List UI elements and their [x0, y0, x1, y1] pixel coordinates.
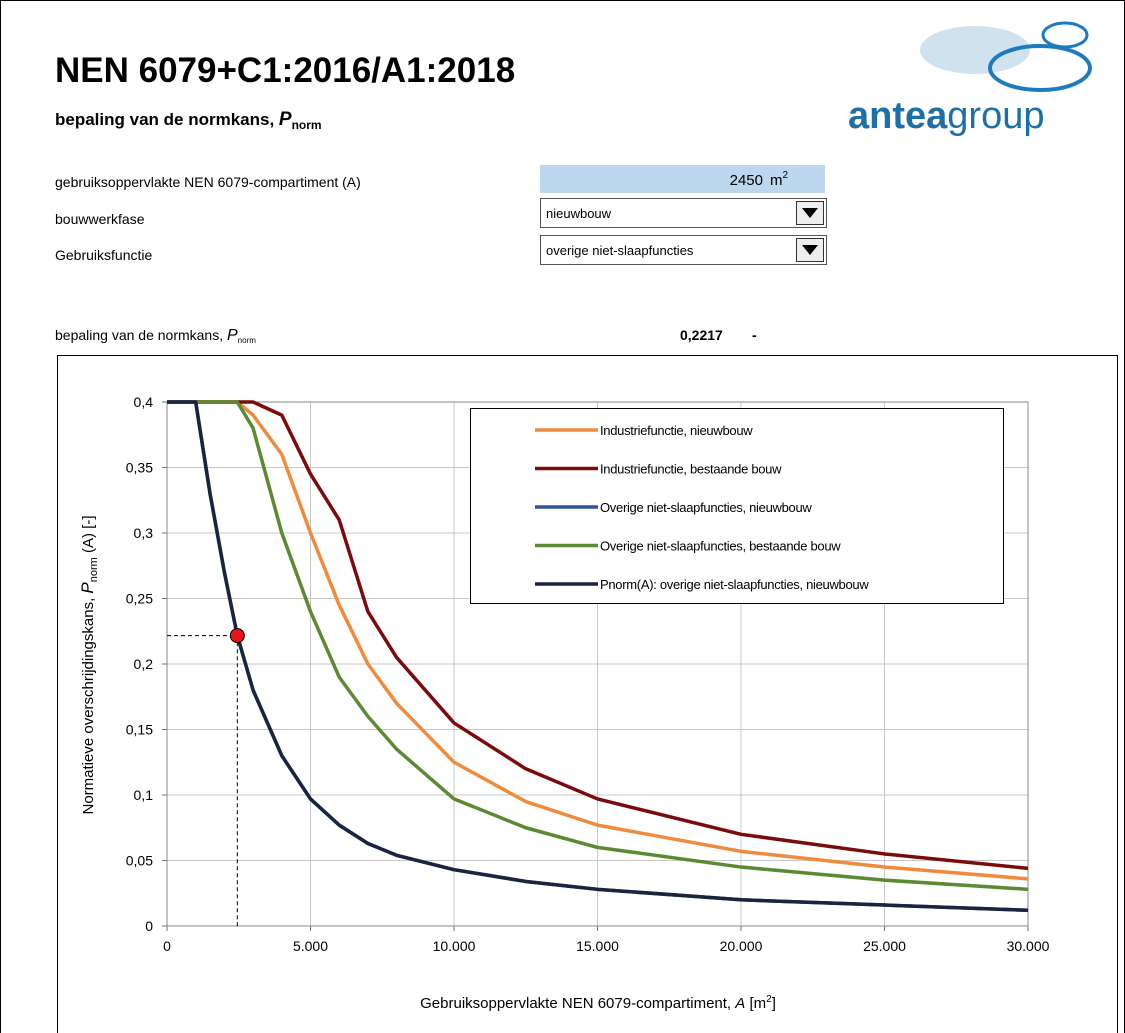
- y-label-text: Normatieve overschrijdingskans,: [80, 594, 97, 815]
- x-tick-label: 30.000: [1007, 938, 1050, 954]
- y-tick-label: 0,05: [126, 853, 153, 869]
- x-tick-label: 0: [163, 938, 171, 954]
- result-label: bepaling van de normkans, Pnorm: [55, 327, 256, 345]
- y-tick-label: 0,4: [134, 394, 154, 410]
- logo-part: group: [947, 95, 1044, 137]
- title: NEN 6079+C1:2016/A1:2018: [55, 51, 515, 90]
- logo-text: anteagroup: [848, 95, 1044, 137]
- x-label-unit: ]: [772, 995, 776, 1012]
- x-tick-label: 25.000: [863, 938, 906, 954]
- input-value[interactable]: 2450: [730, 172, 763, 189]
- x-tick-label: 15.000: [576, 938, 619, 954]
- result-text: bepaling van de normkans,: [55, 327, 227, 343]
- result-sub: norm: [238, 336, 257, 345]
- input-cell[interactable]: [540, 165, 825, 193]
- subtitle: bepaling van de normkans, Pnorm: [55, 109, 322, 132]
- x-label-unit: [m: [745, 995, 766, 1012]
- field-label: Gebruiksfunctie: [55, 247, 152, 263]
- y-tick-label: 0,3: [134, 525, 154, 541]
- series-line: [167, 400, 1029, 913]
- x-label-text: Gebruiksoppervlakte NEN 6079-compartimen…: [420, 995, 735, 1012]
- field-label: bouwwerkfase: [55, 211, 145, 227]
- legend-label: Overige niet-slaapfuncties, bestaande bo…: [600, 539, 841, 554]
- x-tick-label: 10.000: [433, 938, 476, 954]
- legend-label: Industriefunctie, bestaande bouw: [600, 462, 782, 477]
- plot-area: [166, 401, 1029, 927]
- y-tick-label: 0: [145, 918, 153, 934]
- result-symbol: P: [227, 327, 238, 344]
- y-tick-label: 0,1: [134, 787, 154, 803]
- subtitle-text: bepaling van de normkans,: [55, 110, 279, 129]
- legend-label: Industriefunctie, nieuwbouw: [600, 423, 753, 438]
- operating-point: [229, 628, 245, 644]
- x-tick-label: 5.000: [293, 938, 328, 954]
- dropdown-value[interactable]: nieuwbouw: [546, 206, 612, 221]
- field-label: gebruiksoppervlakte NEN 6079-compartimen…: [55, 174, 361, 190]
- subtitle-symbol: P: [279, 109, 292, 130]
- y-axis-label: Normatieve overschrijdingskans, Pnorm (A…: [78, 516, 100, 815]
- x-tick-label: 20.000: [720, 938, 763, 954]
- logo-wing: [920, 26, 1030, 74]
- series-line: [167, 400, 1029, 892]
- y-tick-label: 0,35: [126, 460, 153, 476]
- y-tick-label: 0,25: [126, 591, 153, 607]
- y-label-symbol: P: [78, 582, 97, 594]
- logo-swirl: [988, 44, 1092, 92]
- x-axis-label: Gebruiksoppervlakte NEN 6079-compartimen…: [420, 994, 776, 1012]
- y-label-sub: norm: [88, 557, 100, 582]
- result-unit: -: [752, 327, 757, 343]
- subtitle-sub: norm: [292, 118, 322, 132]
- legend-label: Pnorm(A): overige niet-slaapfuncties, ni…: [600, 577, 869, 592]
- logo: anteagroup: [848, 21, 1092, 137]
- dropdown[interactable]: [540, 235, 827, 265]
- dropdown-arrow: [802, 208, 818, 218]
- dropdown-arrow: [802, 245, 818, 255]
- logo-swirl: [1041, 21, 1089, 49]
- input-unit: m2: [770, 170, 789, 189]
- y-tick-label: 0,2: [134, 656, 154, 672]
- x-label-sup: 2: [766, 994, 772, 1005]
- result-value: 0,2217: [680, 327, 723, 343]
- logo-part: antea: [848, 95, 948, 137]
- x-label-symbol: A: [734, 995, 745, 1012]
- dropdown[interactable]: [540, 198, 827, 228]
- y-label-rest: (A) [-]: [80, 516, 97, 558]
- y-tick-label: 0,15: [126, 722, 153, 738]
- dropdown-value[interactable]: overige niet-slaapfuncties: [546, 243, 694, 258]
- legend-label: Overige niet-slaapfuncties, nieuwbouw: [600, 500, 812, 515]
- unit-sup: 2: [783, 170, 789, 181]
- unit: m: [770, 172, 783, 189]
